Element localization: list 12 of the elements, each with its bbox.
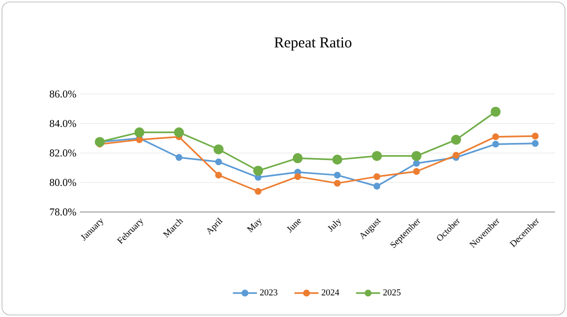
- chart-title: Repeat Ratio: [274, 37, 352, 51]
- legend-label: 2025: [383, 289, 401, 296]
- y-tick-label: 78.0%: [50, 208, 76, 216]
- y-tick-label: 82.0%: [50, 149, 76, 157]
- legend-label: 2023: [260, 289, 278, 296]
- y-tick-label: 86.0%: [50, 90, 76, 98]
- y-tick-label: 80.0%: [50, 178, 76, 186]
- x-tick-label: June: [286, 218, 302, 233]
- x-tick-label: July: [328, 218, 341, 232]
- x-tick-label: May: [246, 218, 262, 233]
- legend-label: 2024: [322, 289, 340, 296]
- y-tick-label: 84.0%: [50, 120, 76, 128]
